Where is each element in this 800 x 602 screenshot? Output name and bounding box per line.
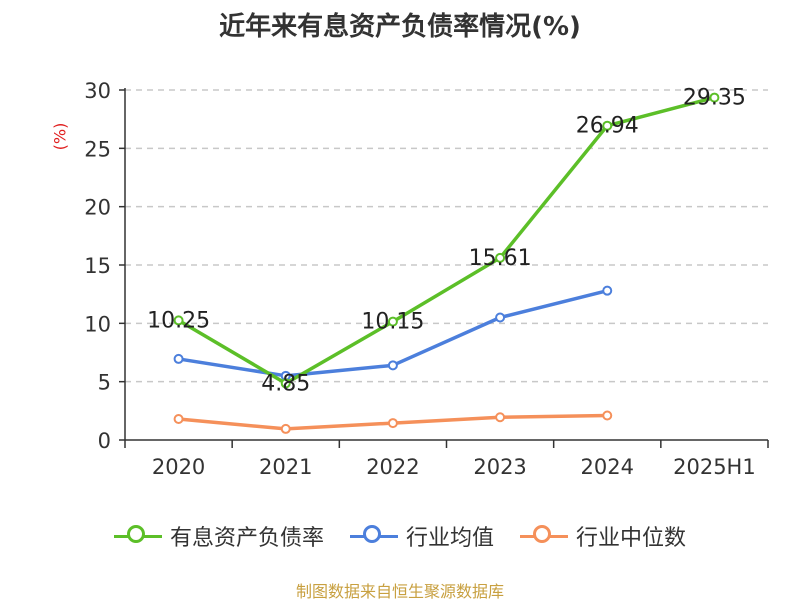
data-label: 4.85 [261, 371, 310, 396]
data-point [173, 414, 184, 424]
data-point [387, 316, 398, 327]
data-label: 26.94 [576, 114, 639, 139]
legend-label: 行业中位数 [576, 526, 687, 551]
x-tick-label: 2024 [581, 455, 634, 479]
legend-label: 有息资产负债率 [169, 526, 324, 551]
y-tick-label: 20 [84, 196, 111, 220]
legend-item-industry-mean[interactable]: 行业均值 [349, 520, 494, 552]
data-point [387, 360, 398, 371]
data-point [495, 312, 506, 323]
y-tick-label: 0 [98, 429, 111, 453]
data-point [602, 120, 613, 131]
x-tick-label: 2021 [259, 455, 312, 479]
x-tick-label: 2020 [152, 455, 205, 479]
x-tick-label: 2022 [366, 455, 419, 479]
legend-item-industry-median[interactable]: 行业中位数 [520, 520, 686, 552]
y-tick-label: 15 [84, 254, 111, 278]
data-point [280, 423, 291, 434]
legend-item-interest-bearing-debt-ratio[interactable]: 有息资产负债率 [113, 520, 324, 552]
data-point [709, 92, 720, 103]
legend-marker-orange [520, 524, 568, 548]
data-point [173, 315, 184, 326]
data-point [387, 418, 398, 429]
data-label: 10.25 [147, 308, 210, 333]
legend: 有息资产负债率 行业均值 行业中位数 [0, 520, 800, 552]
data-point [602, 285, 613, 296]
y-tick-label: 5 [98, 371, 111, 395]
x-tick-label: 2023 [473, 455, 526, 479]
data-label: 10.15 [361, 310, 424, 335]
data-label: 29.35 [683, 86, 746, 111]
data-point [495, 252, 506, 263]
data-point [602, 410, 613, 421]
legend-marker-blue [349, 524, 398, 548]
legend-marker-green [113, 524, 162, 548]
x-tick-label: 2025H1 [673, 455, 756, 479]
data-point [173, 353, 184, 364]
y-tick-label: 25 [84, 137, 111, 161]
data-label: 15.61 [469, 246, 532, 271]
y-tick-label: 10 [84, 312, 111, 336]
legend-label: 行业均值 [405, 526, 494, 551]
y-tick-label: 30 [84, 79, 111, 103]
chart-title: 近年来有息资产负债率情况(%) [219, 12, 581, 42]
data-point [280, 378, 291, 389]
source-note: 制图数据来自恒生聚源数据库 [295, 582, 504, 601]
data-point [495, 412, 506, 423]
series-line [177, 95, 715, 386]
